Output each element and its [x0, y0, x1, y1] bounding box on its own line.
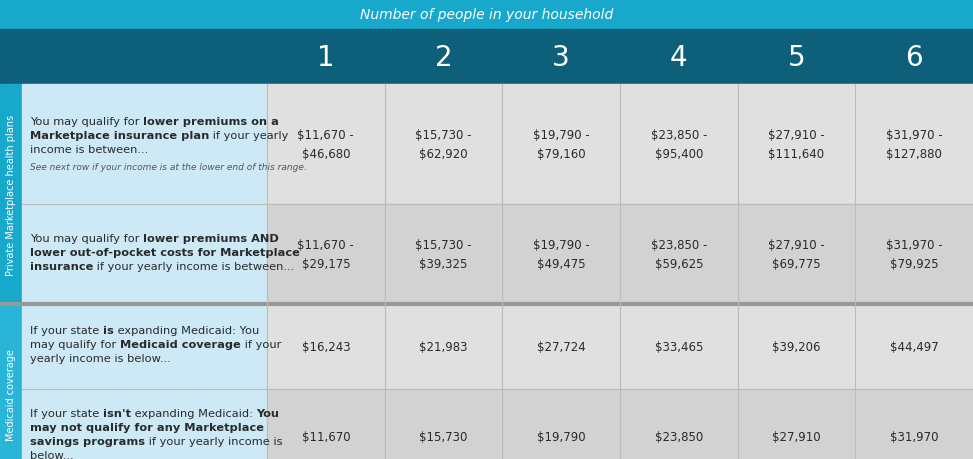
- Text: lower premiums AND: lower premiums AND: [143, 234, 279, 243]
- Text: $23,850 -
$95,400: $23,850 - $95,400: [651, 129, 707, 161]
- Text: If your state: If your state: [30, 409, 103, 419]
- Text: if your: if your: [240, 340, 281, 350]
- Text: Medicaid coverage: Medicaid coverage: [6, 348, 16, 440]
- Bar: [502, 304, 620, 389]
- Text: $15,730 -
$39,325: $15,730 - $39,325: [415, 239, 472, 270]
- Text: 2: 2: [435, 44, 452, 71]
- Text: below...: below...: [30, 451, 74, 459]
- Text: Number of people in your household: Number of people in your household: [360, 8, 613, 22]
- Bar: [620, 85, 738, 205]
- Bar: [738, 205, 855, 304]
- Bar: [384, 85, 502, 205]
- Text: 5: 5: [788, 44, 806, 71]
- Text: 4: 4: [670, 44, 688, 71]
- Text: $27,910: $27,910: [773, 430, 821, 443]
- Text: expanding Medicaid: You: expanding Medicaid: You: [114, 326, 259, 336]
- Bar: [384, 304, 502, 389]
- Bar: [855, 389, 973, 459]
- Text: $27,910 -
$111,640: $27,910 - $111,640: [768, 129, 825, 161]
- Text: $15,730: $15,730: [419, 430, 468, 443]
- Text: 6: 6: [905, 44, 923, 71]
- Bar: [0, 85, 22, 304]
- Text: 3: 3: [553, 44, 570, 71]
- Text: yearly income is below...: yearly income is below...: [30, 354, 170, 364]
- Text: $27,910 -
$69,775: $27,910 - $69,775: [768, 239, 825, 270]
- Text: if your yearly income is: if your yearly income is: [145, 437, 282, 447]
- Text: $11,670 -
$46,680: $11,670 - $46,680: [298, 129, 354, 161]
- Bar: [738, 389, 855, 459]
- Text: You: You: [257, 409, 279, 419]
- Text: savings programs: savings programs: [30, 437, 145, 447]
- Bar: [0, 304, 22, 459]
- Text: $31,970: $31,970: [890, 430, 938, 443]
- Text: $11,670 -
$29,175: $11,670 - $29,175: [298, 239, 354, 270]
- Text: $11,670: $11,670: [302, 430, 350, 443]
- Text: $44,497: $44,497: [889, 340, 939, 353]
- Bar: [0, 0, 973, 30]
- Text: $16,243: $16,243: [302, 340, 350, 353]
- Text: Marketplace insurance plan: Marketplace insurance plan: [30, 131, 209, 141]
- Text: $19,790 -
$79,160: $19,790 - $79,160: [533, 129, 590, 161]
- Text: $15,730 -
$62,920: $15,730 - $62,920: [415, 129, 472, 161]
- Text: You may qualify for: You may qualify for: [30, 234, 143, 243]
- Text: $31,970 -
$127,880: $31,970 - $127,880: [885, 129, 943, 161]
- Bar: [738, 304, 855, 389]
- Text: Private Marketplace health plans: Private Marketplace health plans: [6, 114, 16, 275]
- Text: $31,970 -
$79,925: $31,970 - $79,925: [885, 239, 943, 270]
- Text: $23,850 -
$59,625: $23,850 - $59,625: [651, 239, 707, 270]
- Bar: [267, 389, 384, 459]
- Text: 1: 1: [317, 44, 335, 71]
- Bar: [502, 205, 620, 304]
- Text: You may qualify for: You may qualify for: [30, 117, 143, 127]
- Text: if your yearly: if your yearly: [209, 131, 289, 141]
- Bar: [855, 85, 973, 205]
- Text: if your yearly income is between...: if your yearly income is between...: [93, 262, 295, 271]
- Bar: [855, 205, 973, 304]
- Bar: [855, 304, 973, 389]
- Text: If your state: If your state: [30, 326, 103, 336]
- Text: is: is: [103, 326, 114, 336]
- Text: isn't: isn't: [103, 409, 131, 419]
- Bar: [22, 304, 267, 389]
- Text: expanding Medicaid:: expanding Medicaid:: [131, 409, 257, 419]
- Bar: [620, 389, 738, 459]
- Bar: [267, 205, 384, 304]
- Text: may not qualify for any Marketplace: may not qualify for any Marketplace: [30, 423, 264, 432]
- Bar: [22, 205, 267, 304]
- Text: may qualify for: may qualify for: [30, 340, 120, 350]
- Bar: [738, 85, 855, 205]
- Bar: [267, 85, 384, 205]
- Text: $21,983: $21,983: [419, 340, 468, 353]
- Text: $23,850: $23,850: [655, 430, 703, 443]
- Text: Medicaid coverage: Medicaid coverage: [120, 340, 240, 350]
- Bar: [0, 30, 973, 85]
- Text: lower out-of-pocket costs for Marketplace: lower out-of-pocket costs for Marketplac…: [30, 247, 300, 257]
- Text: See next row if your income is at the lower end of this range.: See next row if your income is at the lo…: [30, 162, 306, 172]
- Text: $33,465: $33,465: [655, 340, 703, 353]
- Bar: [384, 389, 502, 459]
- Text: $27,724: $27,724: [537, 340, 586, 353]
- Text: insurance: insurance: [30, 262, 93, 271]
- Bar: [620, 205, 738, 304]
- Text: lower premiums on a: lower premiums on a: [143, 117, 279, 127]
- Bar: [267, 304, 384, 389]
- Text: $19,790 -
$49,475: $19,790 - $49,475: [533, 239, 590, 270]
- Bar: [384, 205, 502, 304]
- Bar: [22, 85, 267, 205]
- Text: $39,206: $39,206: [773, 340, 821, 353]
- Bar: [502, 85, 620, 205]
- Bar: [620, 304, 738, 389]
- Bar: [502, 389, 620, 459]
- Text: $19,790: $19,790: [537, 430, 586, 443]
- Bar: [22, 389, 267, 459]
- Text: income is between...: income is between...: [30, 145, 148, 155]
